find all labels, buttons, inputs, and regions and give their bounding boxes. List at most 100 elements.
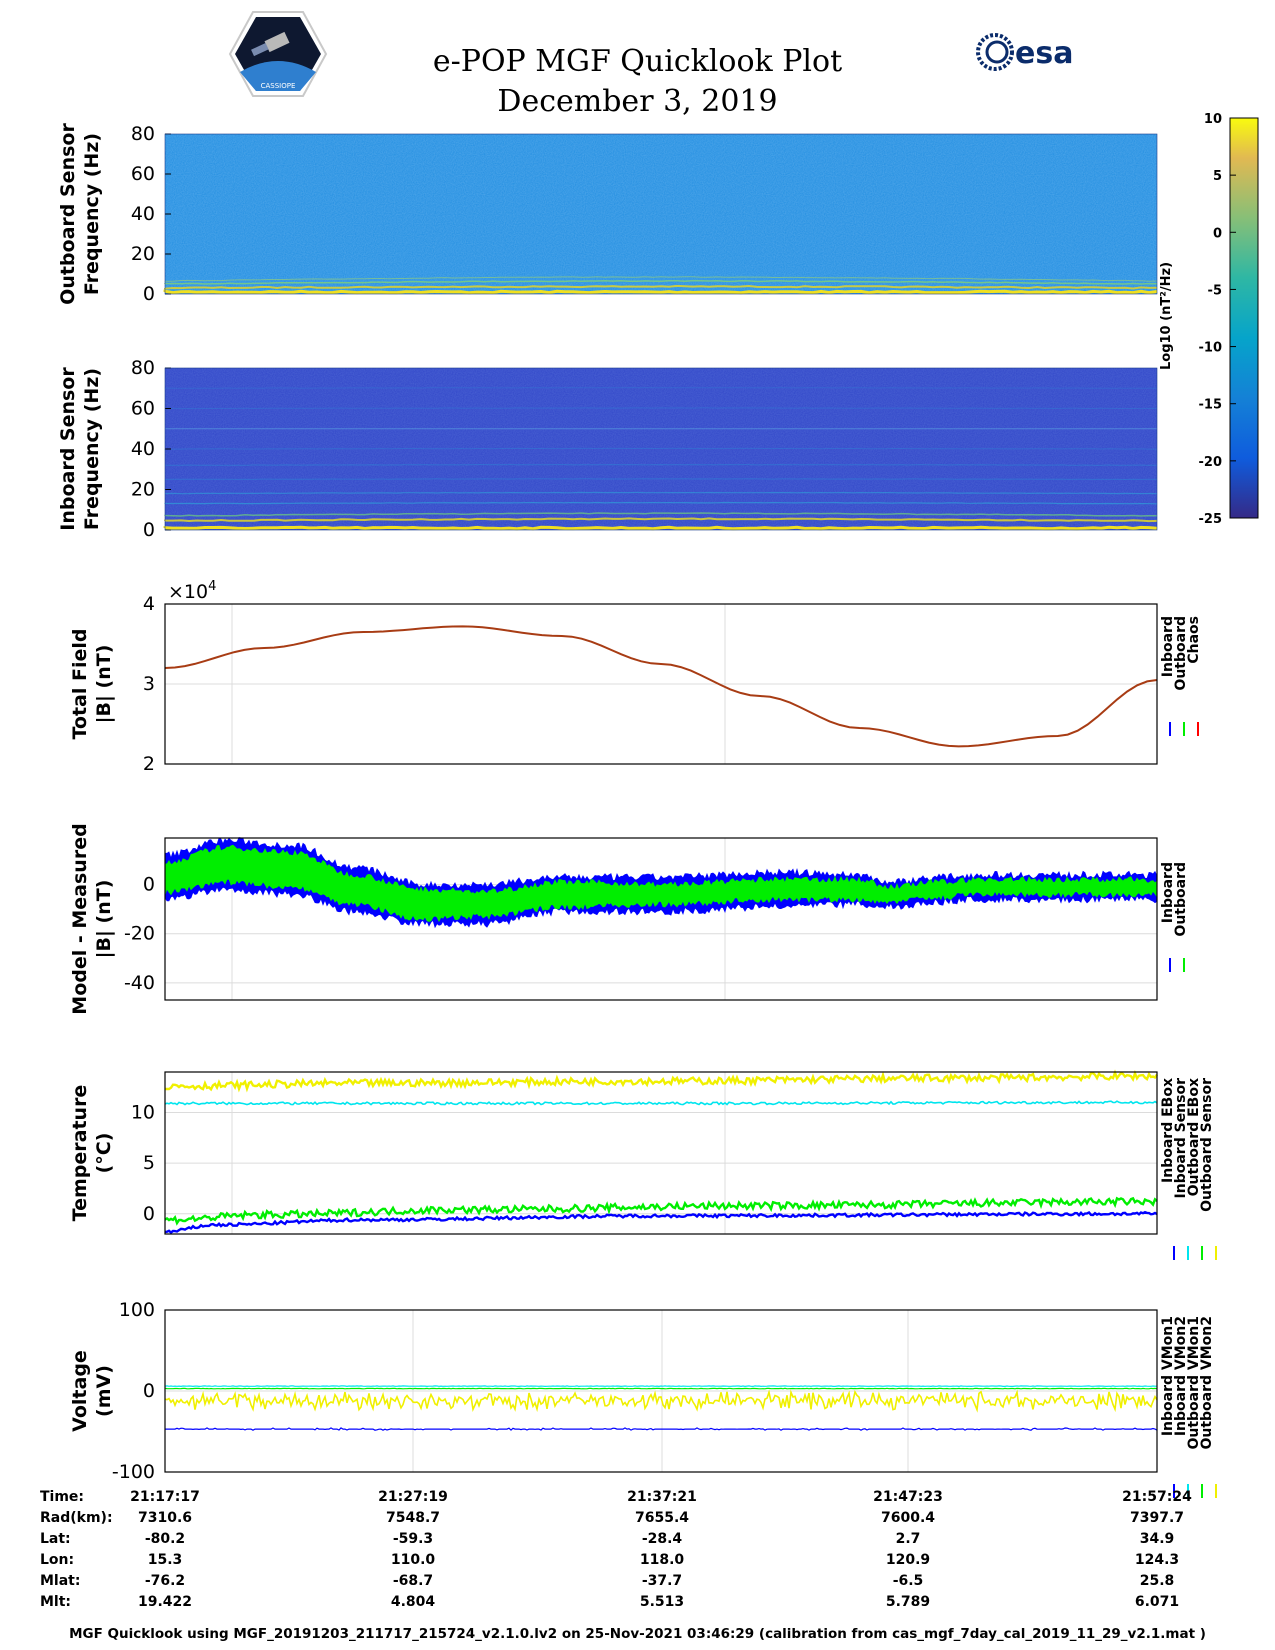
table-cell: 118.0 — [639, 1552, 685, 1568]
temp-legend-label-1: Inboard EBox — [1160, 1078, 1176, 1183]
volt-line-2 — [164, 1387, 1158, 1390]
temp-ytick-2: 10 — [131, 1102, 155, 1124]
volt-legend-label-2: Inboard VMon2 — [1173, 1316, 1189, 1436]
table-cell: -28.4 — [641, 1531, 683, 1547]
volt-border — [164, 1309, 1158, 1473]
inboard-ylabel-1: Inboard Sensor — [57, 367, 79, 531]
outboard-spectrogram-noise — [165, 134, 1157, 294]
temp-legend-label-3: Outboard EBox — [1186, 1078, 1202, 1196]
inboard-ylabel-2: Frequency (Hz) — [81, 368, 103, 530]
colorbar-tick-3: -5 — [1208, 283, 1222, 298]
table-cell: 19.422 — [137, 1594, 193, 1610]
resid-ylabel-2: |B| (nT) — [93, 880, 115, 959]
cassiope-logo-text: CASSIOPE — [261, 82, 296, 90]
table-cell: 25.8 — [1139, 1573, 1175, 1589]
colorbar-tick-5: -15 — [1199, 398, 1223, 413]
outboard-frame — [164, 133, 1158, 295]
table-cell: 2.7 — [895, 1531, 921, 1547]
table-cell: 21:57:24 — [1122, 1489, 1192, 1505]
volt-legend-label-1: Inboard VMon1 — [1160, 1316, 1176, 1436]
outboard-ytick-4: 80 — [131, 123, 155, 145]
resid-legend-label-2: Outboard — [1173, 862, 1189, 937]
temp-line-3 — [164, 1196, 1158, 1226]
table-cell: 110.0 — [390, 1552, 436, 1568]
volt-ytick-1: 0 — [143, 1380, 155, 1402]
inboard-spectrogram — [163, 368, 1158, 531]
esa-logo: esa — [976, 33, 1073, 71]
volt-legend-label-4: Outboard VMon2 — [1199, 1316, 1215, 1450]
temp-border — [164, 1071, 1158, 1235]
inboard-ytick-0: 0 — [143, 519, 155, 541]
table-row-label: Time: — [40, 1489, 85, 1505]
table-row-label: Lon: — [40, 1552, 75, 1568]
outboard-band-1 — [164, 284, 1158, 290]
total-ytick-2: 4 — [143, 593, 155, 615]
table-cell: 34.9 — [1139, 1531, 1175, 1547]
table-row-label: Mlt: — [40, 1594, 72, 1610]
temp-legend-label-2: Inboard Sensor — [1173, 1078, 1189, 1199]
outboard-ytick-1: 20 — [131, 243, 155, 265]
table-cell: -76.2 — [144, 1573, 186, 1589]
inboard-band-3 — [164, 501, 1158, 505]
temp-ylabel-2: (°C) — [93, 1133, 115, 1174]
resid-panel: 0 -20 -40 Model - Measured |B| (nT) InboardOu… — [69, 823, 1189, 1014]
inboard-axes: 0 20 40 60 80 Inboard Sensor Frequency (Hz) — [57, 357, 171, 541]
inboard-band-2 — [164, 512, 1157, 517]
outboard-band-0 — [163, 289, 1158, 295]
inboard-band-9 — [164, 407, 1158, 410]
table-cell: 120.9 — [885, 1552, 931, 1568]
table-cell: 7655.4 — [634, 1510, 690, 1526]
total-legend-label-3: Chaos — [1186, 616, 1202, 664]
colorbar: 10 5 0 -5 -10 -15 -20 -25 Log10 (nT²/Hz) — [1159, 112, 1259, 527]
volt-ylabel-2: (mV) — [93, 1365, 115, 1417]
resid-border — [164, 837, 1158, 1001]
table-cell: -80.2 — [144, 1531, 186, 1547]
table-cell: -6.5 — [892, 1573, 924, 1589]
resid-ytick-2: -40 — [124, 972, 155, 994]
outboard-ytick-0: 0 — [143, 283, 155, 305]
total-legend-label-2: Outboard — [1173, 616, 1189, 691]
table-cell: 4.804 — [390, 1594, 436, 1610]
outboard-ylabel-1: Outboard Sensor — [57, 123, 79, 305]
outboard-band-2 — [164, 279, 1158, 285]
temp-legend-label-4: Outboard Sensor — [1199, 1078, 1215, 1212]
table-row-label: Mlat: — [40, 1573, 81, 1589]
resid-ytick-1: -20 — [124, 923, 155, 945]
resid-ylabel-1: Model - Measured — [69, 823, 91, 1014]
inboard-ytick-2: 40 — [131, 438, 155, 460]
outboard-band-3 — [164, 276, 1158, 282]
resid-legend-label-1: Inboard — [1160, 862, 1176, 923]
table-cell: -37.7 — [641, 1573, 683, 1589]
temp-ylabel-1: Temperature — [69, 1085, 91, 1222]
volt-line-3 — [164, 1389, 1158, 1413]
inboard-band-4 — [164, 491, 1158, 495]
table-cell: 6.071 — [1134, 1594, 1180, 1610]
volt-legend-label-3: Outboard VMon1 — [1186, 1316, 1202, 1450]
volt-line-1 — [164, 1385, 1157, 1388]
outboard-ytick-3: 60 — [131, 163, 155, 185]
table-cell: 7310.6 — [137, 1510, 193, 1526]
temp-line-2 — [164, 1100, 1158, 1106]
inboard-band-0 — [163, 525, 1158, 531]
cassiope-logo: CASSIOPE — [228, 11, 328, 97]
table-cell: 5.513 — [639, 1594, 685, 1610]
temp-ytick-0: 0 — [143, 1203, 155, 1225]
table-cell: 15.3 — [147, 1552, 183, 1568]
colorbar-tick-4: -10 — [1199, 341, 1223, 356]
table-cell: -59.3 — [392, 1531, 434, 1547]
colorbar-label: Log10 (nT²/Hz) — [1159, 262, 1174, 370]
colorbar-ticks: 10 5 0 -5 -10 -15 -20 -25 — [1199, 112, 1236, 527]
outboard-axes: 0 20 40 60 80 Outboard Sensor Frequency (Hz) — [57, 123, 171, 305]
table-cell: 21:37:21 — [627, 1489, 697, 1505]
total-multiplier-exp: 4 — [208, 579, 216, 594]
table-cell: 21:17:17 — [130, 1489, 200, 1505]
volt-ytick-0: -100 — [112, 1461, 155, 1483]
total-multiplier: ×104 — [168, 579, 216, 603]
colorbar-tick-6: -20 — [1199, 455, 1223, 470]
inboard-band-5 — [164, 478, 1157, 481]
temp-plot-area — [165, 1072, 1157, 1234]
inboard-band-7 — [164, 447, 1157, 450]
table-cell: 21:47:23 — [873, 1489, 943, 1505]
